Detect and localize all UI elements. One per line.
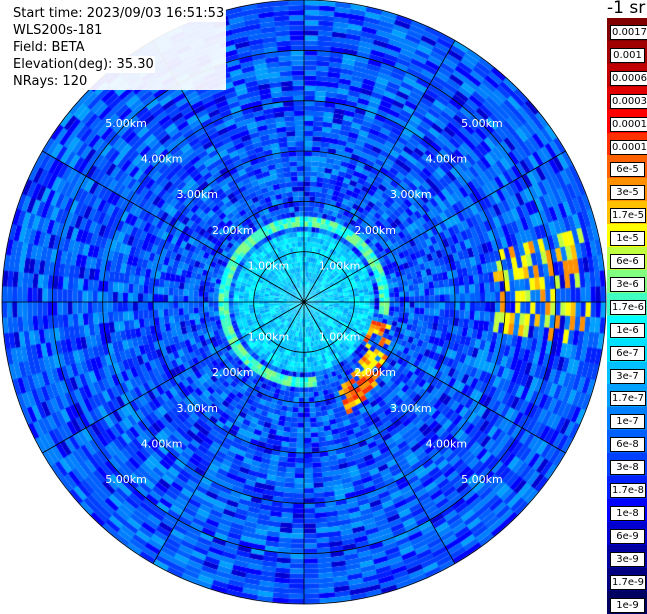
azimuth-spoke	[303, 40, 456, 303]
azimuth-spoke	[303, 150, 566, 303]
colorbar-tick-label: 1e-5	[610, 231, 645, 247]
range-ring-label: 2.00km	[212, 224, 254, 237]
range-ring-label: 4.00km	[426, 153, 468, 166]
colorbar-unit-label: -1 sr	[607, 0, 646, 18]
azimuth-spoke	[303, 301, 456, 564]
azimuth-spoke	[152, 301, 305, 564]
range-ring-label: 3.00km	[390, 188, 432, 201]
colorbar-tick-label: 6e-6	[610, 254, 645, 269]
range-ring-label: 2.00km	[354, 366, 396, 379]
range-ring-label: 1.00km	[248, 259, 290, 272]
azimuth-spoke	[42, 301, 305, 454]
colorbar-tick-label: 3e-5	[610, 185, 645, 201]
range-ring-label: 4.00km	[426, 437, 468, 450]
range-ring-label: 5.00km	[105, 117, 147, 130]
colorbar-tick-label: 0.00017	[610, 116, 647, 132]
scan-info-panel: Start time: 2023/09/03 16:51:53 WLS200s-…	[11, 5, 227, 90]
range-ring-label: 1.00km	[319, 259, 361, 272]
range-ring-label: 4.00km	[141, 153, 183, 166]
range-ring-label: 4.00km	[141, 437, 183, 450]
range-ring-label: 5.00km	[105, 473, 147, 486]
azimuth-spoke	[303, 301, 566, 454]
range-ring-label: 3.00km	[176, 188, 218, 201]
start-time-label: Start time: 2023/09/03 16:51:53	[12, 5, 226, 22]
colorbar-tick-label: 3e-9	[610, 551, 645, 567]
colorbar-tick-label: 0.001	[610, 47, 645, 63]
colorbar-tick-label: 1e-8	[610, 505, 645, 521]
colorbar-tick-label: 1e-9	[610, 597, 645, 613]
range-ring-label: 3.00km	[390, 402, 432, 415]
range-ring-label: 5.00km	[461, 117, 503, 130]
azimuth-spoke	[42, 150, 305, 303]
colorbar-tick-label: 0.0017	[610, 25, 647, 40]
colorbar-tick-label: 3e-7	[610, 368, 645, 384]
colorbar-tick-label: 1.7e-9	[610, 574, 647, 590]
range-ring-label: 5.00km	[461, 473, 503, 486]
colorbar-tick-label: 1e-6	[610, 322, 645, 338]
colorbar-tick-label: 1e-7	[610, 414, 645, 430]
colorbar-tick-label: 1.7e-6	[610, 299, 647, 315]
colorbar-tick-label: 6e-7	[610, 345, 645, 361]
colorbar-tick-label: 1.7e-8	[610, 483, 647, 498]
range-ring-label: 2.00km	[354, 224, 396, 237]
range-ring-label: 2.00km	[212, 366, 254, 379]
colorbar-tick-label: 0.0006	[610, 70, 647, 86]
colorbar-tick-label: 0.0003	[610, 93, 647, 109]
instrument-label: WLS200s-181	[12, 22, 104, 39]
colorbar-tick-label: 3e-8	[610, 460, 645, 476]
colorbar-tick-label: 1.7e-7	[610, 391, 647, 407]
range-ring-label: 1.00km	[248, 331, 290, 344]
colorbar-tick-label: 3e-6	[610, 276, 645, 292]
colorbar-tick-label: 6e-9	[610, 528, 645, 544]
colorbar-tick-label: 0.0001	[610, 139, 647, 155]
colorbar-tick-label: 1.7e-5	[610, 208, 647, 224]
colorbar-tick-label: 6e-8	[610, 437, 645, 453]
field-label: Field: BETA	[12, 39, 86, 56]
range-ring-label: 1.00km	[319, 331, 361, 344]
colorbar-tick-label: 6e-5	[610, 162, 645, 178]
nrays-label: NRays: 120	[12, 73, 89, 90]
range-ring-label: 3.00km	[176, 402, 218, 415]
elevation-label: Elevation(deg): 35.30	[12, 56, 155, 73]
